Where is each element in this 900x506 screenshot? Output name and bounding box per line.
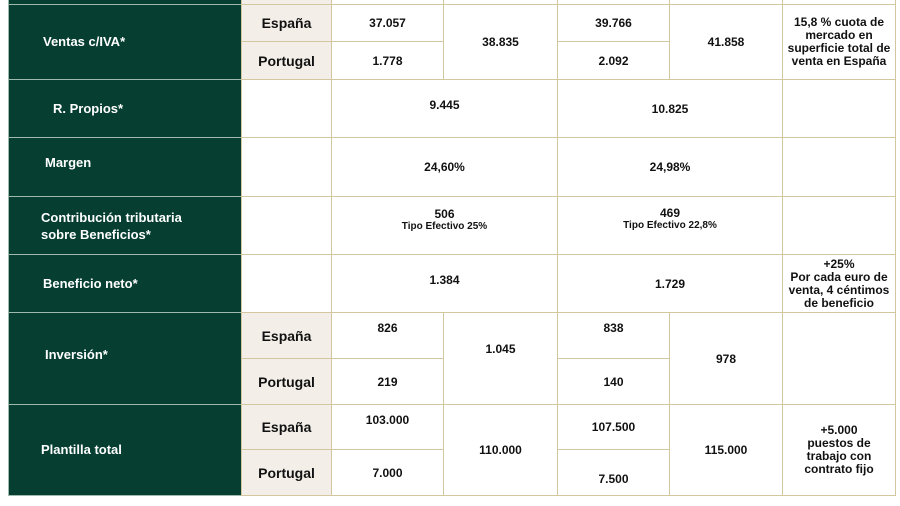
country-portugal: Portugal bbox=[241, 449, 332, 496]
beneficio-note-text: Por cada euro de venta, 4 céntimos de be… bbox=[788, 269, 890, 310]
empty-cell bbox=[241, 79, 332, 138]
inversion-y2-espana: 838 bbox=[557, 312, 670, 359]
row-label-inversion: Inversión* bbox=[8, 312, 242, 405]
inversion-y1-espana: 826 bbox=[331, 312, 444, 359]
plantilla-y2-portugal: 7.500 bbox=[557, 449, 670, 496]
empty-cell bbox=[782, 312, 896, 405]
row-label-ventas: Ventas c/IVA* bbox=[8, 4, 242, 80]
empty-cell bbox=[241, 196, 332, 255]
row-label-margen: Margen bbox=[8, 137, 242, 197]
recursos-y2: 10.825 bbox=[557, 79, 783, 138]
contribucion-y1-rate: Tipo Efectivo 25% bbox=[401, 220, 488, 232]
row-label-plantilla: Plantilla total bbox=[8, 404, 242, 496]
contribucion-y2-value: 469 bbox=[659, 205, 681, 220]
contribucion-y1-value: 506 bbox=[434, 206, 455, 221]
ventas-y2-portugal: 2.092 bbox=[557, 41, 670, 80]
contribucion-y2: 469 Tipo Efectivo 22,8% bbox=[557, 196, 783, 255]
country-portugal: Portugal bbox=[241, 358, 332, 405]
inversion-y1-total: 1.045 bbox=[443, 312, 558, 405]
row-label-recursos: R. Propios* bbox=[8, 79, 242, 138]
country-portugal: Portugal bbox=[241, 41, 332, 80]
country-espana: España bbox=[241, 4, 332, 42]
ventas-y1-total: 38.835 bbox=[443, 4, 558, 80]
country-espana: España bbox=[241, 404, 332, 450]
empty-cell bbox=[782, 137, 896, 197]
empty-cell bbox=[782, 196, 896, 255]
empty-cell bbox=[782, 79, 896, 138]
beneficio-note: +25% Por cada euro de venta, 4 céntimos … bbox=[782, 254, 896, 313]
contribucion-y2-rate: Tipo Efectivo 22,8% bbox=[623, 219, 717, 231]
contribucion-y1: 506 Tipo Efectivo 25% bbox=[331, 196, 558, 255]
empty-cell bbox=[241, 137, 332, 197]
ventas-y2-total: 41.858 bbox=[669, 4, 783, 80]
plantilla-y1-espana: 103.000 bbox=[331, 404, 444, 450]
row-label-beneficio: Beneficio neto* bbox=[8, 254, 242, 313]
plantilla-y2-espana: 107.500 bbox=[557, 404, 670, 450]
margen-y1: 24,60% bbox=[331, 137, 558, 197]
ventas-y2-espana: 39.766 bbox=[557, 4, 670, 42]
plantilla-y1-total: 110.000 bbox=[443, 404, 558, 496]
margen-y2: 24,98% bbox=[557, 137, 783, 197]
row-label-contribucion: Contribución tributaria sobre Beneficios… bbox=[8, 196, 242, 255]
plantilla-y2-total: 115.000 bbox=[669, 404, 783, 496]
beneficio-y2: 1.729 bbox=[557, 254, 783, 313]
inversion-y2-total: 978 bbox=[669, 312, 783, 405]
ventas-note: 15,8 % cuota de mercado en superficie to… bbox=[782, 4, 896, 80]
recursos-y1: 9.445 bbox=[331, 79, 558, 138]
ventas-y1-portugal: 1.778 bbox=[331, 41, 444, 80]
country-espana: España bbox=[241, 312, 332, 359]
inversion-y1-portugal: 219 bbox=[331, 358, 444, 405]
empty-cell bbox=[241, 254, 332, 313]
ventas-y1-espana: 37.057 bbox=[331, 4, 444, 42]
beneficio-y1: 1.384 bbox=[331, 254, 558, 313]
plantilla-y1-portugal: 7.000 bbox=[331, 449, 444, 496]
inversion-y2-portugal: 140 bbox=[557, 358, 670, 405]
plantilla-note: +5.000 puestos de trabajo con contrato f… bbox=[782, 404, 896, 496]
beneficio-note-head: +25% bbox=[823, 256, 855, 271]
